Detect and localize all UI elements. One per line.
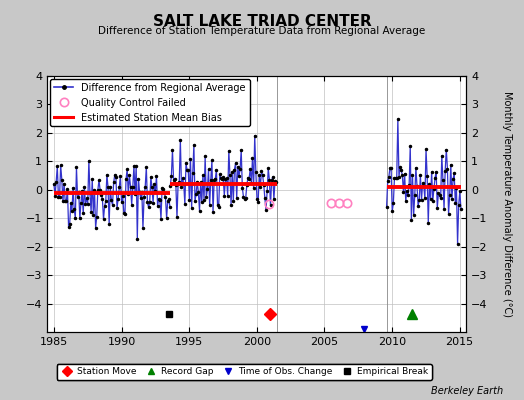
Text: Difference of Station Temperature Data from Regional Average: Difference of Station Temperature Data f…	[99, 26, 425, 36]
Y-axis label: Monthly Temperature Anomaly Difference (°C): Monthly Temperature Anomaly Difference (…	[501, 91, 511, 317]
Text: SALT LAKE TRIAD CENTER: SALT LAKE TRIAD CENTER	[152, 14, 372, 29]
Text: Berkeley Earth: Berkeley Earth	[431, 386, 503, 396]
Legend: Station Move, Record Gap, Time of Obs. Change, Empirical Break: Station Move, Record Gap, Time of Obs. C…	[57, 364, 432, 380]
